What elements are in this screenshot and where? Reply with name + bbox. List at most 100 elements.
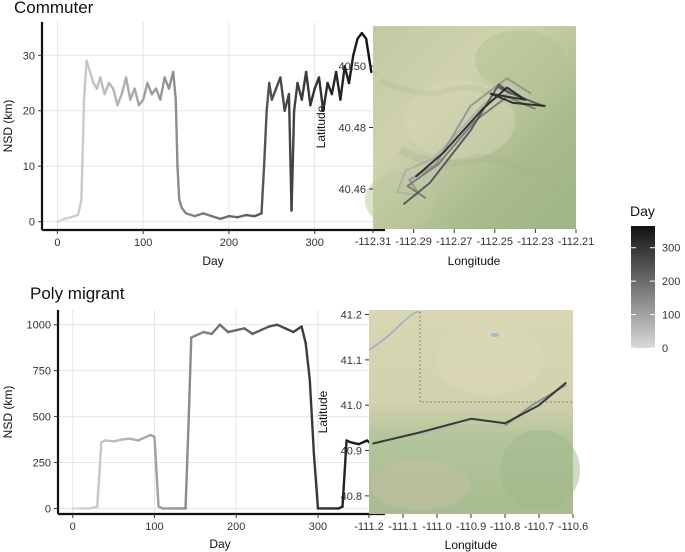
legend-tick-label: 200 <box>662 276 680 288</box>
commuter-nsd-line-segment <box>85 59 92 74</box>
poly-map: -111.2 -111.1 -111.0 -110.9 -110.8 -110.7 -110… <box>316 310 588 552</box>
commuter-nsd-x-tick-label: 300 <box>306 237 324 249</box>
commuter-nsd-line-segment <box>364 37 370 57</box>
poly-nsd-line-segment <box>153 435 160 508</box>
commuter-nsd-line-segment <box>116 92 123 107</box>
commuter-map-y-label: Latitude <box>314 105 328 148</box>
poly-nsd-line-segment <box>202 330 213 336</box>
legend-colorbar <box>631 226 655 348</box>
commuter-nsd-line-segment <box>193 212 205 218</box>
poly-nsd-line-segment <box>357 439 369 446</box>
commuter-nsd-line-segment <box>262 109 268 168</box>
legend-ticks: 300 200 100 0 <box>631 243 680 355</box>
poly-nsd-y-tick-label: 500 <box>33 412 51 424</box>
commuter-map-y-tick-label: 40.46 <box>338 184 366 196</box>
commuter-nsd-line-segment <box>236 213 248 219</box>
poly-nsd-line-segment <box>136 435 148 442</box>
commuter-nsd-line-segment <box>330 70 338 96</box>
commuter-nsd-line-segment <box>124 76 132 101</box>
poly-nsd-grid <box>58 310 385 514</box>
poly-nsd-line-segment <box>187 336 193 418</box>
commuter-map-track-2 <box>396 89 516 197</box>
legend-tick-label: 0 <box>662 343 668 355</box>
commuter-nsd-line-segment <box>300 70 308 101</box>
poly-x-label: Day <box>209 537 230 551</box>
commuter-nsd-line-segment <box>184 212 196 218</box>
commuter-map-x-tick-label: -112.29 <box>395 236 432 248</box>
commuter-nsd-line-segment <box>146 81 153 96</box>
commuter-nsd-line-segment <box>120 76 128 96</box>
commuter-map-x-tick-label: -112.21 <box>558 236 595 248</box>
poly-nsd-line-segment <box>226 329 238 334</box>
commuter-nsd-line-segment <box>103 81 111 96</box>
commuter-nsd-line-segment <box>290 109 296 212</box>
poly-nsd-x-tick-label: 0 <box>70 521 76 533</box>
poly-nsd-line-segment <box>259 325 271 332</box>
commuter-nsd-line-segment <box>309 87 316 107</box>
poly-nsd-line-segment <box>341 439 348 508</box>
poly-map-y-tick-label: 40.8 <box>341 491 362 503</box>
poly-nsd-line-segment <box>104 439 115 443</box>
poly-nsd-line-segment <box>300 325 307 345</box>
poly-nsd-line-segment <box>308 378 316 455</box>
poly-nsd-line-segment <box>96 441 103 508</box>
commuter-nsd-line-segment <box>334 70 342 101</box>
commuter-nsd-line-segment <box>279 76 286 112</box>
poly-nsd-line-segment <box>218 323 230 334</box>
day-colorbar-legend: Day 300 200 100 0 <box>630 203 680 355</box>
poly-nsd-line-segment <box>275 323 287 330</box>
poly-nsd-ticks: 0 100 200 300 0 250 500 750 1000 <box>27 320 328 533</box>
commuter-nsd-line-segment <box>177 198 183 210</box>
commuter-nsd-y-tick-label: 0 <box>29 217 35 229</box>
poly-nsd-y-tick-label: 1000 <box>27 320 51 332</box>
poly-nsd-line-segment <box>112 438 123 443</box>
poly-map-x-tick-label: -110.8 <box>490 521 520 533</box>
commuter-nsd-line-segment <box>159 76 166 101</box>
poly-nsd-line-segment <box>128 437 140 442</box>
poly-map-x-tick-label: -110.7 <box>524 521 554 533</box>
commuter-nsd-line-segment <box>367 54 373 74</box>
poly-y-label: NSD (km) <box>1 386 15 439</box>
poly-map-ticks: -111.2 -111.1 -111.0 -110.9 -110.8 -110.7 -110… <box>341 310 589 533</box>
poly-nsd-line-segment <box>210 323 222 336</box>
poly-nsd-y-tick-label: 0 <box>45 503 51 515</box>
poly-nsd-x-tick-label: 300 <box>309 521 327 533</box>
poly-nsd-x-tick-label: 200 <box>227 521 245 533</box>
commuter-nsd-line-segment <box>317 76 325 112</box>
commuter-map-x-tick-label: -112.27 <box>436 236 473 248</box>
poly-nsd-line-segment <box>235 327 246 332</box>
commuter-nsd-line-segment <box>171 70 177 101</box>
commuter-map-track-4 <box>406 95 536 200</box>
commuter-nsd-line-segment <box>244 213 256 218</box>
commuter-nsd-line-segment <box>339 65 346 101</box>
poly-map-x-label: Longitude <box>445 538 498 552</box>
poly-map-x-tick-label: -111.2 <box>354 521 384 533</box>
poly-nsd-line-segment <box>120 437 132 441</box>
commuter-map-y-tick-label: 40.50 <box>338 61 366 73</box>
commuter-map-x-tick-label: -112.31 <box>355 236 392 248</box>
commuter-nsd-grid <box>42 22 385 230</box>
poly-map-x-tick-label: -110.9 <box>456 521 486 533</box>
poly-nsd-line-segment <box>304 341 311 382</box>
poly-nsd-chart: 0 100 200 300 0 250 500 750 1000 Day NSD (km) <box>1 310 385 551</box>
commuter-nsd-line-segment <box>270 87 278 101</box>
poly-migrant-title: Poly migrant <box>30 284 125 303</box>
commuter-nsd-line-segment <box>352 37 359 57</box>
poly-nsd-line-segment <box>292 325 303 334</box>
commuter-map-track-3 <box>408 77 532 193</box>
poly-nsd-line-segment <box>194 330 205 337</box>
poly-nsd-line-segment <box>312 452 320 510</box>
legend-tick-label: 100 <box>662 310 680 322</box>
poly-map-y-label: Latitude <box>316 390 330 433</box>
commuter-nsd-chart: 0 100 200 300 0 10 20 30 Day NSD (km) <box>1 22 385 268</box>
commuter-map-tracks <box>396 77 546 206</box>
commuter-nsd-x-tick-label: 100 <box>134 237 152 249</box>
commuter-nsd-line-segment <box>227 214 239 219</box>
commuter-nsd-line-segment <box>76 198 83 217</box>
commuter-nsd-line-segment <box>304 70 312 107</box>
poly-map-route-out <box>372 424 505 445</box>
commuter-nsd-line-segment <box>99 76 106 96</box>
commuter-x-label: Day <box>202 254 223 268</box>
poly-nsd-line-segment <box>349 441 361 446</box>
